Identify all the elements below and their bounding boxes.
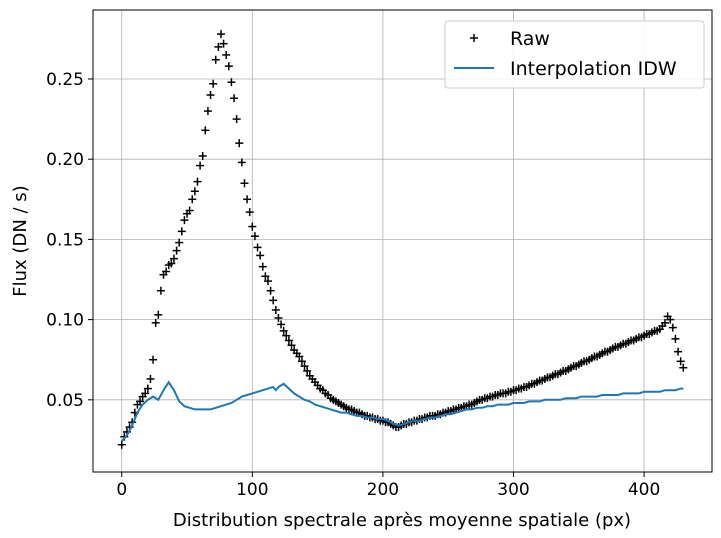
raw-point [117, 440, 126, 449]
raw-point [256, 251, 265, 260]
raw-point [300, 362, 309, 371]
legend-raw-marker [470, 34, 478, 42]
raw-point [201, 126, 210, 135]
x-tick-label: 400 [628, 480, 660, 500]
y-tick-label: 0.15 [46, 230, 84, 250]
raw-point [227, 78, 236, 87]
raw-point [243, 195, 252, 204]
y-tick-label: 0.05 [46, 391, 84, 411]
raw-point [149, 355, 158, 364]
raw-point [193, 177, 202, 186]
raw-point [668, 323, 677, 332]
raw-point [284, 336, 293, 345]
raw-point [261, 272, 270, 281]
x-tick-label: 300 [497, 480, 529, 500]
raw-point [151, 318, 160, 327]
raw-point [222, 50, 231, 59]
raw-point [666, 315, 675, 324]
raw-point [156, 286, 165, 295]
raw-point [279, 326, 288, 335]
raw-point [169, 254, 178, 263]
raw-point [219, 39, 228, 48]
raw-series [117, 30, 688, 449]
raw-point [224, 62, 233, 71]
raw-point [679, 363, 688, 372]
raw-point [143, 384, 152, 393]
legend-idw-label: Interpolation IDW [510, 58, 677, 80]
raw-point [250, 232, 259, 241]
axis-ticks: 0 100 200 300 400 0.05 0.10 0.15 0.20 0.25 [46, 70, 660, 500]
x-tick-label: 0 [116, 480, 127, 500]
legend-box [444, 20, 705, 89]
raw-point [190, 187, 199, 196]
raw-point [287, 341, 296, 350]
raw-point [185, 206, 194, 215]
raw-point [175, 238, 184, 247]
raw-point [240, 179, 249, 188]
raw-point [146, 374, 155, 383]
raw-point [162, 267, 171, 276]
raw-point [282, 331, 291, 340]
raw-point [671, 334, 680, 343]
raw-point [258, 262, 267, 271]
raw-point [676, 357, 685, 366]
raw-point [196, 161, 205, 170]
raw-point [245, 208, 254, 217]
raw-point [206, 91, 215, 100]
raw-point [660, 318, 669, 327]
raw-point [269, 296, 278, 305]
raw-point [232, 115, 241, 124]
legend-raw-plus [470, 34, 478, 42]
raw-point [216, 30, 225, 39]
raw-point [274, 314, 283, 322]
raw-point [230, 94, 239, 103]
raw-point [277, 320, 286, 329]
raw-point [235, 139, 244, 148]
raw-point [180, 216, 189, 225]
y-tick-label: 0.10 [46, 311, 84, 331]
x-tick-label: 200 [367, 480, 399, 500]
raw-point [263, 277, 272, 286]
raw-point [154, 310, 163, 319]
idw-series-line [120, 380, 684, 443]
plot-area [117, 30, 688, 449]
raw-point [177, 227, 186, 236]
raw-point [209, 79, 218, 88]
x-tick-label: 100 [236, 480, 268, 500]
raw-point [214, 42, 223, 51]
raw-point [248, 222, 257, 231]
x-axis-label: Distribution spectrale après moyenne spa… [173, 510, 631, 531]
y-tick-label: 0.25 [46, 70, 84, 90]
raw-point [141, 389, 150, 398]
raw-point [303, 366, 312, 375]
raw-point [172, 246, 181, 255]
raw-point [674, 347, 683, 356]
raw-point [198, 151, 207, 160]
raw-point [297, 357, 306, 366]
raw-point [136, 397, 145, 406]
raw-point [237, 158, 246, 167]
plot-frame [92, 9, 713, 473]
legend-raw-label: Raw [510, 28, 550, 50]
raw-point [295, 352, 304, 361]
raw-point [211, 55, 220, 64]
raw-point [188, 195, 197, 204]
raw-point [271, 305, 280, 314]
raw-point [167, 259, 176, 268]
legend: Raw Interpolation IDW [444, 20, 705, 89]
y-tick-label: 0.20 [46, 150, 84, 170]
raw-point [266, 286, 275, 295]
y-axis-label: Flux (DN / s) [10, 185, 31, 296]
raw-point [253, 243, 262, 252]
raw-point [203, 107, 212, 116]
